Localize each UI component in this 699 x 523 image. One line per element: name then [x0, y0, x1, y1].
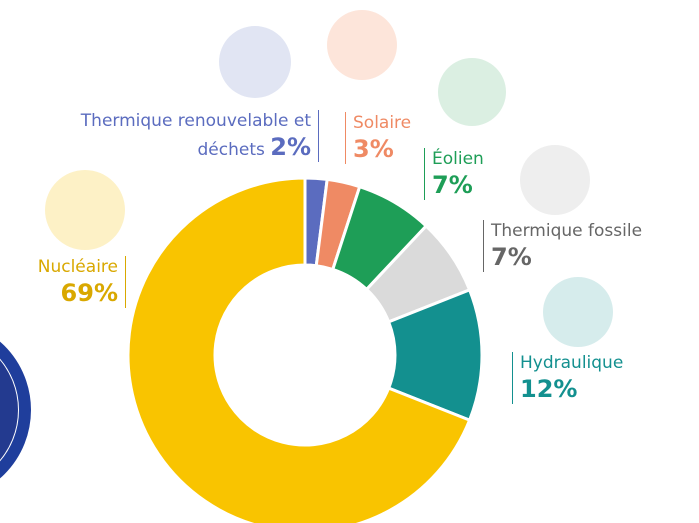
icon — [219, 26, 291, 98]
category-label: Thermique fossile — [491, 221, 643, 241]
label: Nucléaire 69% — [31, 256, 126, 308]
value-label: 2% — [270, 133, 311, 161]
value-label: 69% — [60, 279, 118, 307]
label: Éolien 7% — [424, 148, 491, 200]
category-label: Solaire — [353, 113, 412, 133]
label: Hydraulique 12% — [512, 352, 630, 404]
value-label: 12% — [520, 375, 578, 403]
label: Thermique fossile 7% — [483, 220, 649, 272]
label: Thermique renouvelable et déchets 2% — [44, 110, 319, 162]
icon — [438, 58, 506, 126]
decor-ring — [0, 341, 31, 479]
category-label: Thermique renouvelable et déchets — [80, 111, 311, 160]
value-label: 7% — [491, 243, 532, 271]
category-label: Nucléaire — [37, 257, 118, 277]
category-label: Hydraulique — [520, 353, 624, 373]
icon — [543, 277, 613, 347]
label: Solaire 3% — [345, 112, 418, 164]
value-label: 3% — [353, 135, 394, 163]
slice — [126, 176, 472, 523]
value-label: 7% — [432, 171, 473, 199]
decor-disc — [0, 360, 18, 460]
icon — [327, 10, 397, 80]
icon — [520, 145, 590, 215]
icon — [45, 170, 125, 250]
category-label: Éolien — [432, 149, 484, 169]
